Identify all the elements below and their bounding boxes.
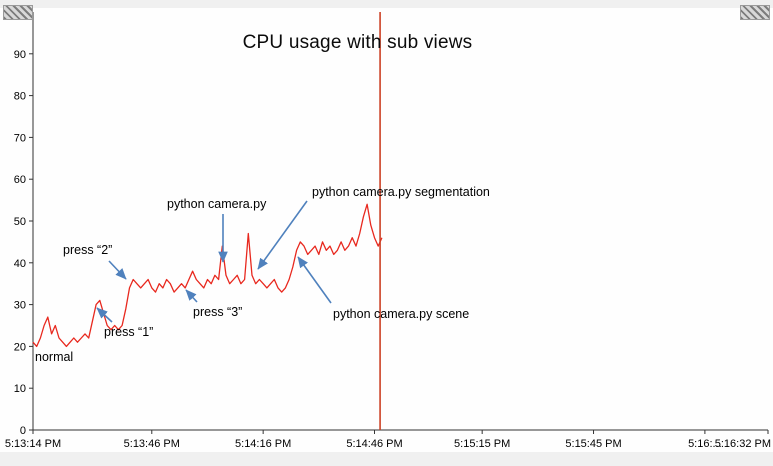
chart-title: CPU usage with sub views xyxy=(242,32,473,53)
annotation-arrow xyxy=(297,256,332,304)
hatch-handle-right-icon xyxy=(740,5,770,20)
x-tick-label: 5:14:46 PM xyxy=(346,438,402,450)
series-line xyxy=(32,203,383,348)
y-tick-label: 0 xyxy=(20,425,26,437)
annotation-press-2: press “2” xyxy=(63,243,113,257)
x-tick-label: 5:14:16 PM xyxy=(235,438,291,450)
y-tick-label: 70 xyxy=(14,132,26,144)
annotation-scene: python camera.py scene xyxy=(333,307,470,321)
x-tick-label: 5:16:32 PM xyxy=(715,438,771,450)
y-tick-label: 30 xyxy=(14,300,26,312)
y-tick-label: 60 xyxy=(14,174,26,186)
annotation-camera-py: python camera.py xyxy=(167,197,267,211)
y-tick-label: 80 xyxy=(14,91,26,103)
hatch-handle-left-icon xyxy=(3,5,33,20)
x-tick-label: 5:15:45 PM xyxy=(565,438,621,450)
annotation-press-3: press “3” xyxy=(193,305,243,319)
y-tick-label: 10 xyxy=(14,383,26,395)
x-tick-label: 5:16:... xyxy=(688,438,722,450)
x-tick-label: 5:13:46 PM xyxy=(124,438,180,450)
x-tick-label: 5:13:14 PM xyxy=(5,438,61,450)
annotation-press-1: press “1” xyxy=(104,325,154,339)
chart-panel xyxy=(0,8,773,452)
annotation-arrow xyxy=(108,260,127,280)
x-tick-label: 5:15:15 PM xyxy=(454,438,510,450)
annotation-arrow xyxy=(185,289,198,303)
annotation-normal: normal xyxy=(35,350,74,364)
annotation-segmentation: python camera.py segmentation xyxy=(312,185,490,199)
annotation-arrow xyxy=(257,200,308,270)
y-tick-label: 40 xyxy=(14,258,26,270)
annotation-arrow xyxy=(96,307,113,323)
y-tick-label: 90 xyxy=(14,49,26,61)
y-tick-label: 20 xyxy=(14,341,26,353)
y-tick-label: 50 xyxy=(14,216,26,228)
